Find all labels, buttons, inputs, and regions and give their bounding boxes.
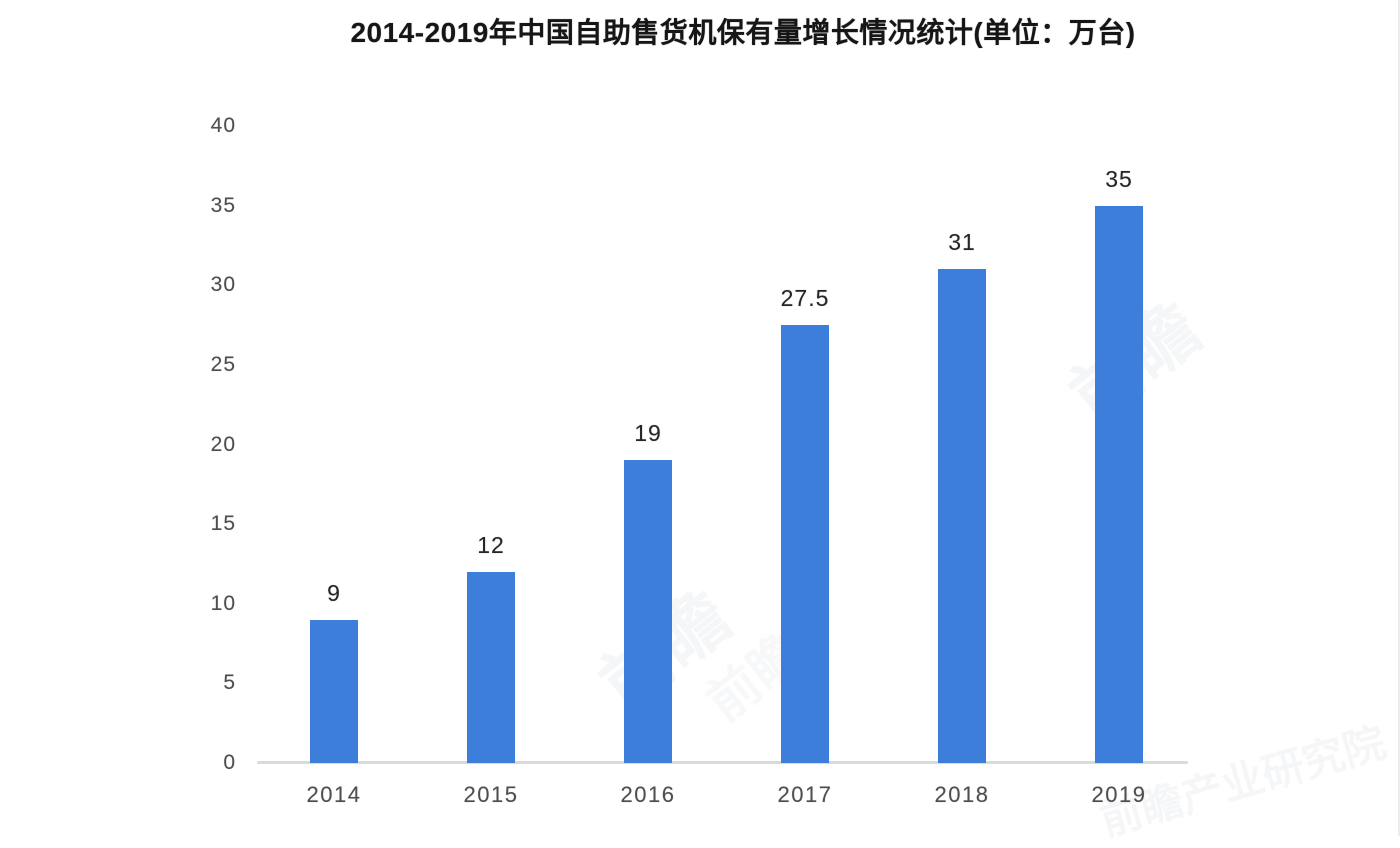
bar [467, 572, 515, 763]
bar [781, 325, 829, 763]
x-axis-line [257, 761, 1188, 764]
bar-value-label: 9 [327, 580, 341, 606]
bar [624, 460, 672, 763]
y-tick-label: 20 [210, 432, 236, 456]
x-tick-label: 2016 [620, 782, 676, 807]
y-tick-label: 10 [210, 591, 236, 615]
y-tick-label: 5 [223, 671, 236, 695]
x-tick-label: 2014 [306, 782, 362, 807]
bar-value-label: 12 [477, 532, 505, 558]
y-tick-label: 40 [210, 114, 236, 137]
bar [310, 620, 358, 763]
y-tick-label: 0 [223, 751, 236, 774]
bar-value-label: 27.5 [780, 285, 830, 311]
y-tick-label: 30 [210, 273, 236, 297]
bar-value-label: 35 [1105, 166, 1133, 192]
y-tick-label: 25 [210, 352, 236, 376]
y-tick-label: 35 [210, 193, 236, 217]
bar [1095, 206, 1143, 763]
x-tick-label: 2015 [463, 782, 519, 807]
chart-title: 2014-2019年中国自助售货机保有量增长情况统计(单位：万台) [350, 17, 1136, 48]
x-tick-label: 2018 [934, 782, 990, 807]
x-tick-label: 2019 [1091, 782, 1147, 807]
y-tick-label: 15 [210, 512, 236, 536]
bar-value-label: 19 [634, 420, 662, 446]
x-tick-label: 2017 [777, 782, 833, 807]
bar [938, 269, 986, 763]
bar-value-label: 31 [948, 229, 976, 255]
